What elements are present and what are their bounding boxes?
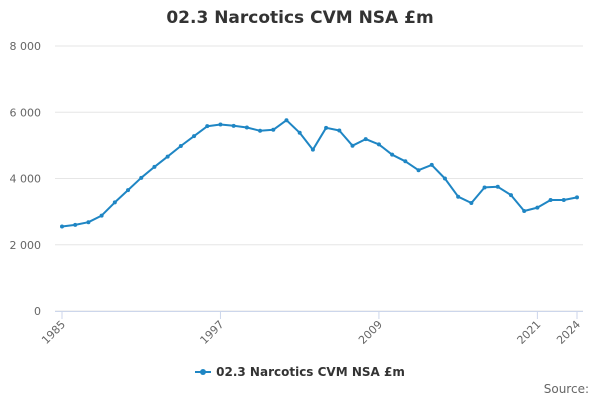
- data-point[interactable]: [258, 128, 263, 133]
- data-point[interactable]: [390, 152, 395, 157]
- series-line: [61, 119, 578, 228]
- data-point[interactable]: [99, 213, 104, 218]
- data-point[interactable]: [152, 164, 157, 169]
- y-axis-tick-labels: 0 2 000 4 000 6 000 8 000: [10, 40, 42, 318]
- data-point[interactable]: [60, 224, 64, 229]
- data-point[interactable]: [456, 194, 461, 199]
- data-point[interactable]: [231, 123, 236, 128]
- y-tick-label: 8 000: [10, 40, 42, 53]
- series-layer: [60, 118, 579, 229]
- data-point[interactable]: [297, 130, 302, 135]
- data-point[interactable]: [561, 198, 566, 203]
- data-point[interactable]: [205, 124, 210, 129]
- data-point[interactable]: [73, 222, 78, 227]
- x-tick-label: 2021: [515, 318, 544, 347]
- data-point[interactable]: [403, 159, 408, 164]
- data-point[interactable]: [416, 168, 421, 173]
- x-tick-label: 1997: [198, 318, 227, 347]
- data-point[interactable]: [495, 184, 500, 189]
- data-point[interactable]: [178, 144, 183, 149]
- data-point[interactable]: [508, 193, 513, 198]
- data-point[interactable]: [324, 125, 329, 130]
- data-point[interactable]: [165, 154, 170, 159]
- legend-series-label: 02.3 Narcotics CVM NSA £m: [216, 365, 405, 379]
- data-point[interactable]: [363, 137, 368, 142]
- data-point[interactable]: [376, 142, 381, 147]
- x-tick-label: 2009: [356, 318, 385, 347]
- data-point[interactable]: [139, 175, 144, 180]
- data-point[interactable]: [522, 208, 527, 213]
- data-point[interactable]: [192, 134, 197, 139]
- x-tick-label: 2024: [554, 318, 583, 347]
- data-point[interactable]: [482, 185, 487, 190]
- data-point[interactable]: [442, 176, 447, 181]
- data-point[interactable]: [535, 205, 540, 210]
- data-point[interactable]: [310, 147, 315, 152]
- x-tick-label: 1985: [39, 318, 68, 347]
- legend-series-symbol: [195, 366, 212, 378]
- gridlines: [55, 45, 583, 312]
- x-axis-tick-labels: 1985 1997 2009 2021 2024: [39, 318, 583, 347]
- y-tick-label: 6 000: [10, 106, 42, 119]
- data-point[interactable]: [284, 118, 289, 123]
- data-point[interactable]: [350, 143, 355, 148]
- data-point[interactable]: [575, 195, 579, 200]
- source-label: Source:: [543, 382, 589, 396]
- chart-title: 02.3 Narcotics CVM NSA £m: [166, 8, 434, 28]
- y-tick-label: 4 000: [10, 173, 42, 186]
- data-point[interactable]: [469, 201, 474, 206]
- y-tick-label: 2 000: [10, 239, 42, 252]
- data-point[interactable]: [429, 162, 434, 167]
- y-tick-label: 0: [34, 305, 41, 318]
- data-point[interactable]: [218, 122, 223, 127]
- data-point[interactable]: [126, 188, 131, 193]
- data-point[interactable]: [86, 220, 91, 225]
- data-point[interactable]: [112, 200, 117, 205]
- data-point[interactable]: [548, 198, 553, 203]
- data-point[interactable]: [271, 127, 276, 132]
- legend[interactable]: 02.3 Narcotics CVM NSA £m: [0, 365, 600, 379]
- data-point[interactable]: [244, 125, 249, 130]
- x-axis: [55, 311, 583, 319]
- data-point[interactable]: [337, 128, 342, 133]
